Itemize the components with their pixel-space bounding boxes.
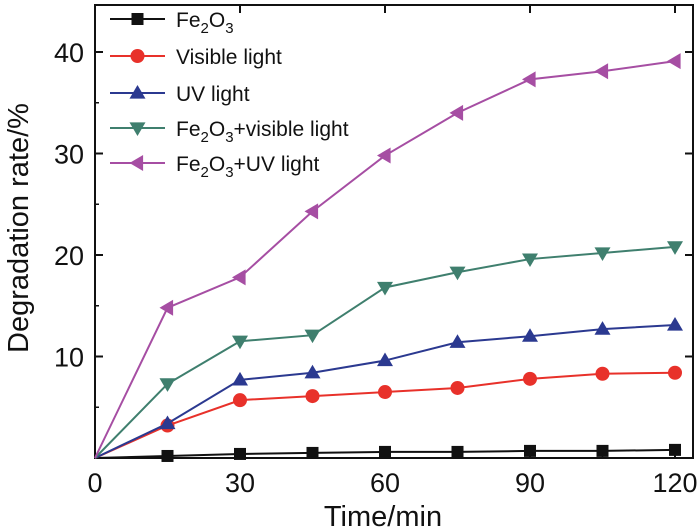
x-tick-label: 30 xyxy=(225,468,255,498)
data-point xyxy=(594,321,611,335)
data-point xyxy=(378,385,392,400)
data-point xyxy=(159,299,174,316)
data-point xyxy=(667,53,681,70)
data-point xyxy=(377,147,391,164)
data-point xyxy=(522,71,536,88)
data-point xyxy=(159,415,176,430)
x-tick-label: 90 xyxy=(515,468,545,498)
data-point xyxy=(304,203,319,220)
plot-frame xyxy=(94,4,694,459)
data-point xyxy=(669,443,681,456)
legend-item: UV light xyxy=(110,83,250,106)
legend-label: Fe2O3+UV light xyxy=(176,153,320,181)
data-point xyxy=(377,281,393,296)
legend-label: Visible light xyxy=(176,46,282,69)
legend-item: Fe2O3+UV light xyxy=(110,153,320,181)
data-point xyxy=(449,266,466,281)
data-point xyxy=(304,329,321,344)
data-point xyxy=(451,445,464,458)
legend-item: Fe2O3+visible light xyxy=(110,118,349,146)
data-point xyxy=(667,241,683,255)
legend-marker xyxy=(129,85,146,99)
data-point xyxy=(594,247,611,261)
series-line xyxy=(94,245,676,459)
data-point xyxy=(304,364,321,379)
x-tick-label: 0 xyxy=(87,468,102,498)
y-tick-label: 30 xyxy=(54,140,84,170)
data-point xyxy=(232,269,246,286)
legend-item: Fe2O3 xyxy=(110,9,234,37)
legend-marker xyxy=(129,122,146,136)
legend: Fe2O3 Visible light UV light Fe2O3+visible … xyxy=(110,9,349,181)
series-1 xyxy=(94,365,682,459)
data-point xyxy=(449,334,466,348)
y-axis-label: Degradation rate/% xyxy=(3,103,35,353)
data-point xyxy=(450,380,465,395)
y-tick-label: 20 xyxy=(54,241,84,271)
data-point xyxy=(594,63,609,80)
y-tick-label: 40 xyxy=(54,38,84,68)
data-point xyxy=(523,371,537,386)
data-point xyxy=(595,366,610,381)
legend-item: Visible light xyxy=(110,46,282,69)
data-point xyxy=(522,328,538,342)
data-point xyxy=(522,253,538,268)
data-point xyxy=(232,335,248,350)
data-point xyxy=(524,444,536,457)
y-tick-label: 10 xyxy=(54,343,84,373)
legend-label: Fe2O3 xyxy=(176,9,234,37)
legend-marker xyxy=(130,49,145,63)
legend-label: Fe2O3+visible light xyxy=(176,118,349,146)
axes: 0 30 60 90 120 10 20 30 40 xyxy=(54,5,698,498)
data-point xyxy=(667,317,683,331)
x-tick-label: 60 xyxy=(370,468,400,498)
data-point xyxy=(668,365,682,380)
legend-label: UV light xyxy=(176,83,250,106)
series-layer xyxy=(94,53,683,462)
data-point xyxy=(161,449,174,462)
plot-area xyxy=(94,4,694,459)
data-point xyxy=(449,104,464,121)
x-axis-label: Time/min xyxy=(324,501,442,532)
data-point xyxy=(232,371,248,386)
data-point xyxy=(159,378,176,392)
data-point xyxy=(377,352,393,367)
series-3 xyxy=(94,241,683,459)
data-point xyxy=(596,444,609,457)
data-point xyxy=(233,393,247,408)
x-tick-label: 120 xyxy=(652,468,697,498)
data-point xyxy=(306,446,319,459)
data-point xyxy=(234,447,246,460)
series-2 xyxy=(94,317,683,459)
series-4 xyxy=(94,53,681,459)
data-point xyxy=(305,389,320,404)
legend-marker xyxy=(129,155,144,171)
series-0 xyxy=(94,443,681,462)
data-point xyxy=(379,445,391,458)
legend-marker xyxy=(131,13,144,25)
